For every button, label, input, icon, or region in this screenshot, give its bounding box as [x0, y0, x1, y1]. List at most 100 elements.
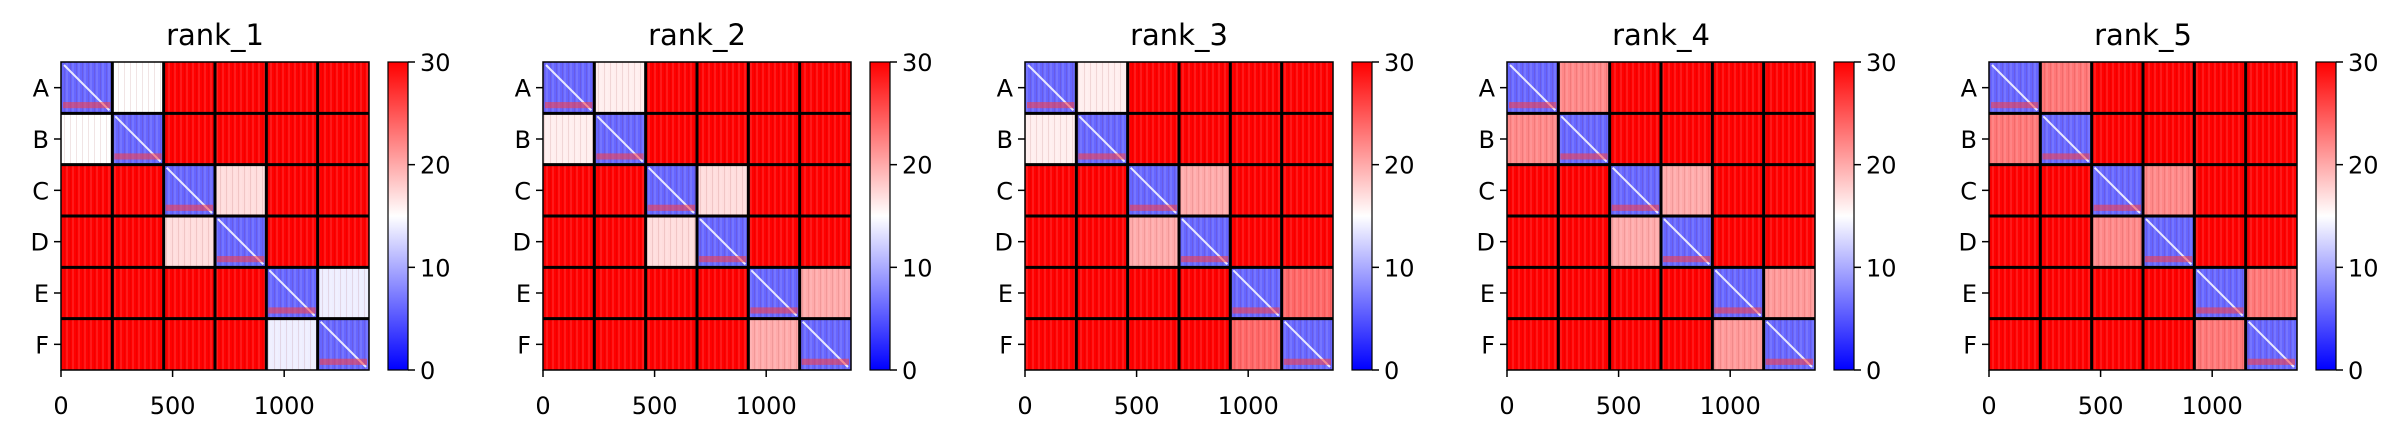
- colorbar-tick-label: 20: [1866, 152, 1897, 180]
- heatmap-block-texture: [163, 216, 215, 268]
- heatmap-block-texture: [594, 267, 646, 319]
- colorbar-tick-label: 20: [420, 152, 451, 180]
- x-tick-label: 1000: [1700, 392, 1761, 420]
- heatmap-block-texture: [543, 318, 595, 370]
- y-tick-label: B: [33, 126, 49, 154]
- colorbar-tick-label: 10: [902, 254, 933, 282]
- colorbar-tick-label: 0: [2348, 357, 2363, 385]
- heatmap-block-texture: [1558, 216, 1610, 268]
- heatmap-block-texture: [2040, 267, 2092, 319]
- heatmap-block-texture: [1609, 318, 1661, 370]
- heatmap-block-texture: [1712, 62, 1764, 114]
- heatmap-block-texture: [1712, 164, 1764, 216]
- heatmap-block-texture: [1076, 318, 1128, 370]
- x-tick-label: 0: [1499, 392, 1514, 420]
- diagonal-highlight: [1991, 102, 2039, 109]
- heatmap-block-texture: [2143, 164, 2195, 216]
- heatmap-block-texture: [1127, 318, 1179, 370]
- diagonal-highlight: [1560, 153, 1608, 160]
- y-tick-label: D: [513, 229, 531, 257]
- diagonal-highlight: [319, 358, 367, 365]
- heatmap-block-texture: [1661, 318, 1713, 370]
- y-tick-label: C: [514, 177, 531, 205]
- heatmap-block-texture: [317, 62, 369, 114]
- plot-frame: [60, 61, 370, 371]
- heatmap-block-texture: [61, 164, 113, 216]
- diagonal-highlight: [217, 256, 265, 263]
- heatmap-block-texture: [1661, 113, 1713, 165]
- diagonal-highlight: [2247, 358, 2295, 365]
- diagonal-highlight: [63, 102, 111, 109]
- heatmap-block-texture: [1076, 267, 1128, 319]
- heatmap-block-texture: [697, 318, 749, 370]
- heatmap-block-texture: [2143, 318, 2195, 370]
- diagonal-highlight: [1283, 358, 1331, 365]
- heatmap-block-texture: [594, 164, 646, 216]
- heatmap-block-texture: [799, 267, 851, 319]
- diagonal-highlight: [545, 102, 593, 109]
- heatmap-block-texture: [1763, 62, 1815, 114]
- diagonal-highlight: [2042, 153, 2090, 160]
- heatmap-block-texture: [2143, 113, 2195, 165]
- heatmap-block-texture: [2194, 113, 2246, 165]
- plot-frame: [1506, 61, 1816, 371]
- heatmap-block-texture: [1179, 113, 1231, 165]
- x-tick-label: 1000: [2182, 392, 2243, 420]
- heatmap-block-texture: [1230, 164, 1282, 216]
- diagonal-highlight: [114, 153, 162, 160]
- diagonal-highlight: [1232, 307, 1280, 314]
- heatmap-block-texture: [2143, 62, 2195, 114]
- heatmap-block-texture: [2245, 164, 2297, 216]
- colorbar-tick-label: 10: [420, 254, 451, 282]
- panel-title: rank_2: [648, 18, 746, 52]
- diagonal-highlight: [268, 307, 316, 314]
- y-tick-label: D: [995, 229, 1013, 257]
- heatmap-block-texture: [799, 113, 851, 165]
- heatmap-block-texture: [61, 113, 113, 165]
- heatmap-block-texture: [1661, 62, 1713, 114]
- x-tick-label: 500: [1114, 392, 1160, 420]
- heatmap-block-texture: [1558, 267, 1610, 319]
- heatmap-block-texture: [2194, 62, 2246, 114]
- x-tick-label: 500: [632, 392, 678, 420]
- y-tick-label: E: [1962, 280, 1977, 308]
- heatmap-block-texture: [799, 216, 851, 268]
- heatmap-block-texture: [1507, 164, 1559, 216]
- plot-frame: [1988, 61, 2298, 371]
- heatmap-block-texture: [112, 216, 164, 268]
- heatmap-block-texture: [1712, 318, 1764, 370]
- diagonal-highlight: [1765, 358, 1813, 365]
- heatmap-block-texture: [1763, 216, 1815, 268]
- heatmap-block-texture: [61, 318, 113, 370]
- heatmap-block-texture: [594, 62, 646, 114]
- heatmap-block-texture: [215, 62, 267, 114]
- panel-title: rank_4: [1612, 18, 1710, 52]
- colorbar-tick-label: 30: [1384, 49, 1415, 77]
- heatmap-block-texture: [645, 216, 697, 268]
- y-tick-label: F: [1481, 331, 1495, 359]
- heatmap-block-texture: [1712, 113, 1764, 165]
- y-tick-label: A: [33, 75, 50, 103]
- heatmap-block-texture: [1989, 164, 2041, 216]
- diagonal-highlight: [1611, 204, 1659, 211]
- heatmap-block-texture: [1507, 267, 1559, 319]
- heatmap-block-texture: [266, 318, 318, 370]
- heatmap-block-texture: [1025, 216, 1077, 268]
- y-tick-label: C: [996, 177, 1013, 205]
- x-tick-label: 0: [53, 392, 68, 420]
- heatmap-block-texture: [1989, 113, 2041, 165]
- colorbar: [1351, 61, 1373, 371]
- heatmap-block-texture: [1179, 62, 1231, 114]
- heatmap-block-texture: [2245, 267, 2297, 319]
- diagonal-highlight: [1663, 256, 1711, 263]
- heatmap-block-texture: [543, 164, 595, 216]
- x-tick-label: 500: [2078, 392, 2124, 420]
- diagonal-highlight: [647, 204, 695, 211]
- heatmap-block-texture: [112, 164, 164, 216]
- heatmap-block-texture: [2091, 216, 2143, 268]
- y-tick-label: D: [1959, 229, 1977, 257]
- heatmap-block-texture: [2091, 113, 2143, 165]
- heatmap-block-texture: [1076, 164, 1128, 216]
